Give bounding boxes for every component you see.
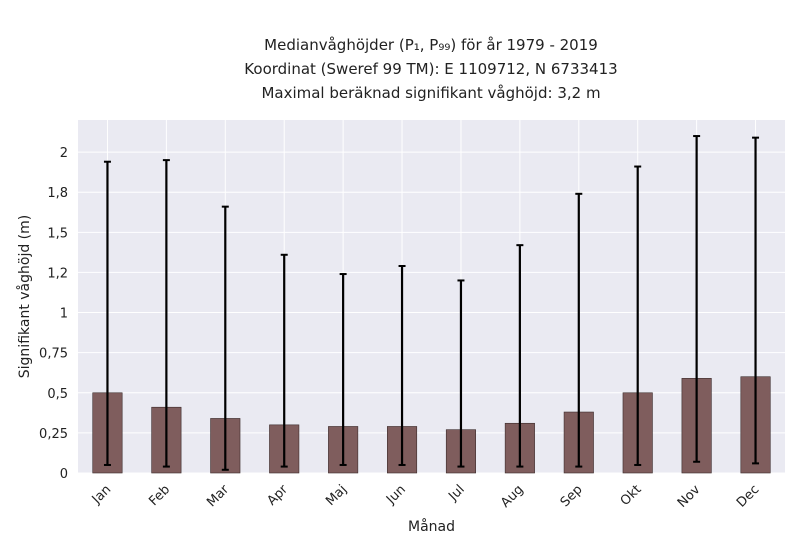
chart-title-line-2: Koordinat (Sweref 99 TM): E 1109712, N 6… (244, 60, 618, 78)
error-bars (103, 135, 760, 471)
error-bar-okt (634, 165, 642, 466)
chart-title: Medianvåghöjder (P₁, P₉₉) för år 1979 - … (0, 33, 800, 105)
error-bar-maj (339, 273, 347, 466)
x-tick-label: Sep (558, 482, 586, 510)
x-tick-label: Mar (204, 482, 232, 510)
y-axis-label: Signifikant våghöjd (m) (16, 215, 33, 378)
y-tick-label: 0 (60, 467, 68, 482)
x-tick-label: Dec (734, 482, 762, 510)
error-bar-nov (693, 135, 701, 463)
chart-title-line-3: Maximal beräknad signifikant våghöjd: 3,… (261, 84, 601, 102)
y-tick-label: 2 (60, 146, 68, 161)
y-tick-label: 1 (60, 307, 68, 322)
error-bar-feb (162, 159, 170, 468)
error-bar-apr (280, 253, 288, 468)
error-bar-jun (398, 265, 406, 466)
y-tick-label: 1,2 (47, 266, 68, 281)
plot-area (78, 120, 785, 473)
error-bar-sep (575, 192, 583, 468)
x-tick-label: Jul (445, 482, 467, 504)
error-bar-aug (516, 244, 524, 468)
x-tick-label: Apr (265, 482, 292, 509)
x-tick-label: Nov (675, 482, 704, 511)
y-tick-label: 1,8 (47, 186, 68, 201)
x-tick-label: Maj (323, 482, 350, 509)
x-tick-label: Aug (498, 482, 527, 511)
y-axis-ticks: 0 0,25 0,5 0,75 1 1,2 1,5 1,8 2 (39, 146, 68, 482)
x-axis-ticks: Jan Feb Mar Apr Maj Jun Jul Aug Sep Okt Nov Dec (89, 482, 763, 511)
y-tick-label: 0,75 (39, 347, 68, 362)
x-tick-label: Jun (383, 482, 409, 508)
error-bar-dec (752, 136, 760, 465)
y-tick-label: 1,5 (47, 226, 68, 241)
error-bar-jan (103, 160, 111, 466)
chart-title-line-1: Medianvåghöjder (P₁, P₉₉) för år 1979 - … (264, 36, 598, 54)
x-tick-label: Feb (146, 482, 173, 509)
error-bar-mar (221, 205, 229, 471)
x-tick-label: Jan (89, 482, 114, 507)
x-axis-label: Månad (408, 518, 455, 535)
x-tick-label: Okt (618, 482, 645, 509)
y-tick-label: 0,5 (47, 387, 68, 402)
y-tick-label: 0,25 (39, 427, 68, 442)
error-bar-jul (457, 279, 465, 468)
